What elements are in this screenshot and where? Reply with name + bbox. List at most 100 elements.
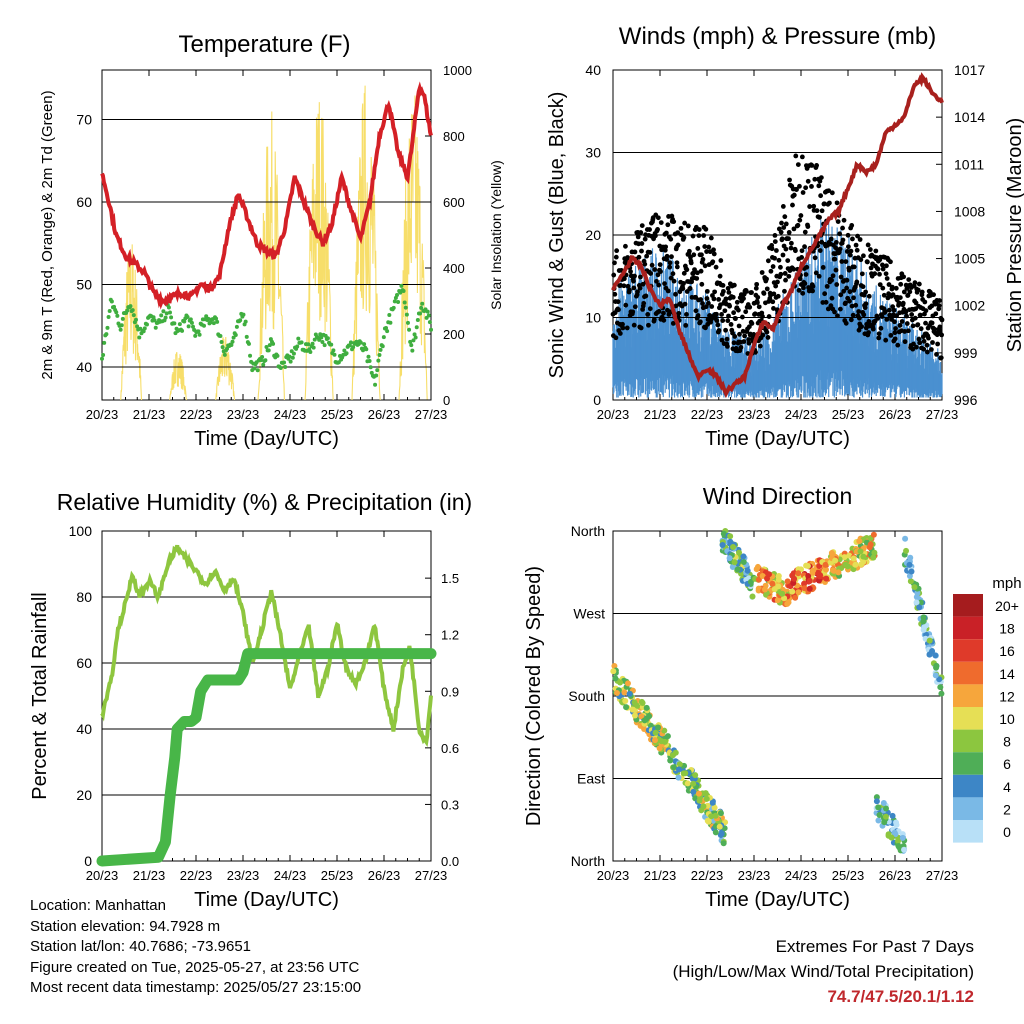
temperature-ylabel-right: Solar Insolation (Yellow) xyxy=(488,160,504,310)
humidity-ytick-right-label: 0.0 xyxy=(441,854,459,869)
winds-ytick-right-label: 1002 xyxy=(954,298,985,314)
gust-point xyxy=(939,332,945,338)
dewpoint-point xyxy=(410,348,415,353)
gust-point xyxy=(620,321,625,327)
gust-point xyxy=(674,260,680,266)
gust-point xyxy=(880,262,885,268)
dewpoint-point xyxy=(311,345,316,350)
dewpoint-point xyxy=(347,343,352,348)
dewpoint-point xyxy=(246,341,251,346)
gust-point xyxy=(693,308,699,314)
gust-point xyxy=(761,291,767,296)
wind-direction-point xyxy=(784,600,791,607)
gust-point xyxy=(624,325,630,331)
gust-point xyxy=(696,227,702,232)
speed-legend-label: 8 xyxy=(1003,734,1011,750)
gust-point xyxy=(714,318,720,323)
gust-point xyxy=(810,288,815,294)
gust-point xyxy=(847,298,852,304)
gust-point xyxy=(837,231,843,237)
speed-legend-label: 14 xyxy=(999,666,1015,682)
gust-point xyxy=(639,241,645,246)
gust-point xyxy=(930,340,935,345)
gust-point xyxy=(655,272,661,278)
gust-point xyxy=(873,248,879,254)
wind-direction-point xyxy=(727,533,734,540)
gust-point xyxy=(803,272,809,277)
winds-xlabel: Time (Day/UTC) xyxy=(705,428,850,450)
gust-point xyxy=(897,323,903,328)
gust-point xyxy=(747,304,753,310)
dewpoint-point xyxy=(172,321,177,326)
gust-point xyxy=(812,255,818,261)
dewpoint-point xyxy=(398,290,403,295)
gust-point xyxy=(661,317,667,323)
dewpoint-point xyxy=(133,317,138,322)
gust-point xyxy=(891,307,897,313)
gust-point xyxy=(900,300,906,306)
temperature-ylabel: 2m & 9m T (Red, Orange) & 2m Td (Green) xyxy=(39,90,56,379)
speed-legend-label: 0 xyxy=(1003,824,1011,840)
gust-point xyxy=(658,269,663,274)
wind-direction-point xyxy=(852,561,859,568)
wind-direction-point xyxy=(810,567,817,574)
gust-point xyxy=(617,331,623,336)
humidity-ytick-label: 80 xyxy=(76,589,92,605)
temperature-ytick-right-label: 1000 xyxy=(443,63,472,78)
dewpoint-point xyxy=(266,348,271,353)
speed-legend-swatch xyxy=(953,616,983,640)
dewpoint-point xyxy=(275,353,280,358)
gust-point xyxy=(621,276,627,282)
gust-point xyxy=(706,244,712,250)
dewpoint-point xyxy=(144,322,149,327)
gust-point xyxy=(809,184,814,189)
gust-point xyxy=(725,344,730,349)
gust-point xyxy=(702,263,708,269)
gust-point xyxy=(848,317,854,323)
gust-point xyxy=(684,267,690,273)
gust-point xyxy=(722,308,728,314)
wind-direction-point xyxy=(901,846,908,853)
wind-direction-point xyxy=(907,554,914,561)
gust-point xyxy=(744,289,749,294)
humidity-ytick-label: 40 xyxy=(76,721,92,737)
humidity-ytick-right-label: 0.9 xyxy=(441,684,459,699)
gust-point xyxy=(878,325,884,331)
wind-direction-point xyxy=(775,572,782,579)
gust-point xyxy=(753,285,759,291)
gust-point xyxy=(694,276,700,281)
gust-point xyxy=(801,285,806,291)
gust-point xyxy=(835,219,841,224)
humidity-ytick-right-label: 0.6 xyxy=(441,741,459,756)
gust-point xyxy=(692,267,697,273)
gust-point xyxy=(673,291,678,297)
gust-point xyxy=(865,259,870,265)
dewpoint-point xyxy=(234,324,239,329)
wind-direction-point xyxy=(759,573,766,580)
gust-point xyxy=(632,249,638,255)
gust-point xyxy=(793,153,799,159)
humidity-xtick-label: 27/23 xyxy=(415,868,448,883)
gust-point xyxy=(798,213,804,218)
speed-legend-label: 4 xyxy=(1003,779,1011,795)
wind-direction-point xyxy=(747,578,754,585)
dewpoint-point xyxy=(374,373,379,378)
gust-point xyxy=(892,330,898,336)
gust-point xyxy=(667,260,673,266)
dewpoint-point xyxy=(188,317,193,322)
gust-point xyxy=(781,225,787,230)
wind-direction-point xyxy=(661,727,668,734)
gust-point xyxy=(639,248,644,254)
gust-point xyxy=(700,301,705,306)
wind_direction-xtick-label: 23/23 xyxy=(738,868,771,883)
gust-point xyxy=(699,281,705,287)
winds-ytick-label: 10 xyxy=(585,310,601,326)
humidity-xtick-label: 23/23 xyxy=(227,868,260,883)
gust-point xyxy=(854,247,860,253)
dewpoint-point xyxy=(137,335,142,340)
gust-point xyxy=(764,276,769,282)
humidity-xtick-label: 20/23 xyxy=(86,868,119,883)
gust-point xyxy=(848,248,854,254)
dewpoint-point xyxy=(101,352,106,357)
temperature-xtick-label: 24/23 xyxy=(274,407,307,422)
